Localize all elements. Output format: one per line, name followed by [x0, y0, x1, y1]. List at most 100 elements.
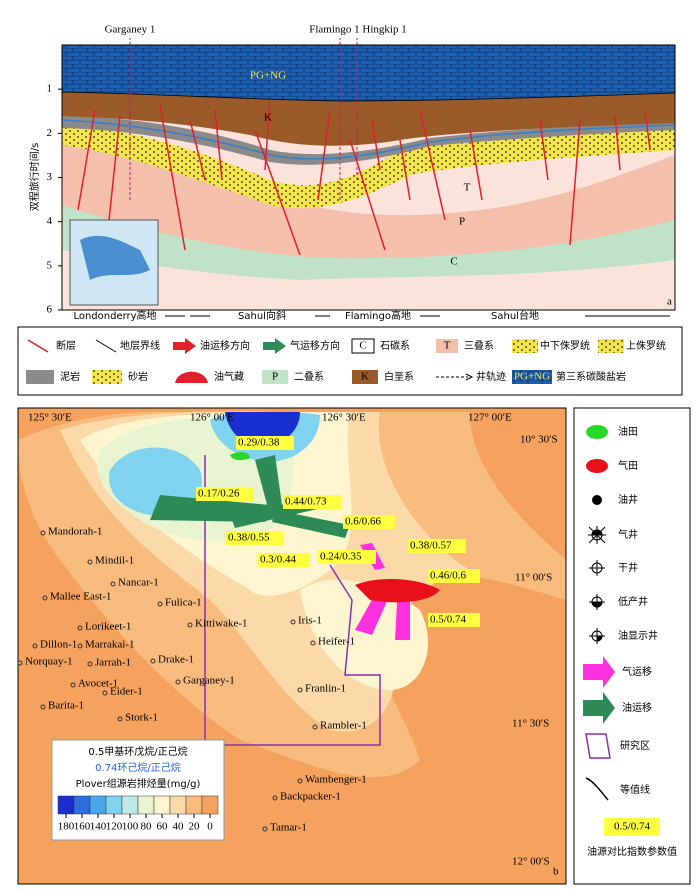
ratio-bg [318, 550, 376, 564]
well-label: Jarrah-1 [95, 657, 131, 669]
colorbar-tick-label: 100 [122, 821, 139, 833]
well-marker [175, 679, 181, 685]
section-legend: 断层 地层界线 油运移方向 气运移方向 C 石碳系 T 三叠系 中下侏罗统 上侏… [17, 326, 683, 396]
well-marker [187, 622, 193, 628]
layer-label: K [264, 112, 272, 124]
ratio-label: 0.24/0.35 [320, 551, 362, 563]
legend-symbol [512, 370, 552, 384]
legend-symbol-text: C [359, 340, 366, 352]
colorbar-cell [121, 795, 139, 815]
colorbar-line: 0.74环己烷/正己烷 [95, 761, 181, 774]
legend-label: 研究区 [620, 739, 650, 752]
inset-sea [80, 235, 150, 280]
colorbar-tick-label: 80 [141, 821, 153, 833]
y-tick-label: 6 [47, 304, 53, 316]
t-layer [62, 140, 675, 259]
well-marker [272, 795, 278, 801]
legend-label: 油源对比指数参数值 [587, 845, 677, 858]
legend-label: 油显示井 [618, 629, 658, 642]
well-label: Rambler-1 [320, 720, 367, 732]
legend-symbol [589, 628, 605, 644]
well-marker [102, 690, 108, 696]
well-label: Norquay-1 [25, 656, 73, 668]
legend-label: 油井 [618, 493, 638, 506]
map-legend: 油田 气田 油井 气井 干井 低产井 油显示井 气运移 油运移 研究区 等值线 … [573, 407, 691, 885]
legend-symbol [175, 371, 208, 383]
legend-symbol [95, 339, 117, 353]
colorbar-tick-label: 60 [157, 821, 169, 833]
ratio-label: 0.46/0.6 [430, 570, 467, 582]
legend-symbol [262, 370, 288, 384]
legend-label: 断层 [56, 339, 76, 352]
legend-label: 第三系碳酸盐岩 [556, 370, 626, 383]
ratio-bg [196, 487, 254, 501]
well-label: Franlin-1 [305, 683, 346, 695]
legend-symbol [583, 656, 615, 688]
legend-label: 油运移 [622, 701, 652, 714]
well-label: Nancar-1 [118, 577, 159, 589]
colorbar-cell [169, 795, 187, 815]
well-label: Drake-1 [158, 654, 194, 666]
well-label: Backpacker-1 [280, 791, 341, 803]
well-label: Wambenger-1 [305, 774, 367, 786]
ratio-label: 0.3/0.44 [260, 554, 297, 566]
well-label: Garganey-1 [183, 675, 235, 687]
colorbar-tick-label: 180 [58, 821, 75, 833]
well-label: Flamingo 1 Hingkip 1 [309, 24, 406, 36]
well-label: Lorikeet-1 [85, 621, 131, 633]
legend-symbol [586, 425, 608, 439]
layer-label: C [450, 256, 457, 268]
legend-symbol [589, 560, 605, 576]
legend-label: 干井 [618, 561, 638, 574]
region-label: Sahul向斜 [238, 309, 286, 322]
y-tick-label: 4 [47, 215, 53, 227]
well-marker [310, 640, 316, 646]
legend-label: 石碳系 [380, 339, 410, 352]
legend-symbol [352, 370, 378, 384]
legend-symbol [585, 777, 609, 801]
layer-label: PG+NG [250, 70, 286, 82]
legend-label: 三叠系 [464, 340, 494, 352]
longitude-label: 125° 30′E [28, 412, 72, 424]
well-marker [70, 682, 76, 688]
legend-symbol [592, 495, 602, 505]
legend-label: 等值线 [620, 783, 650, 796]
colorbar-box [51, 739, 225, 841]
well-label: Dillon-1 [40, 639, 77, 651]
ratio-bg [428, 613, 480, 627]
legend-label: 白垩系 [384, 370, 414, 383]
well-label: Mallee East-1 [50, 591, 111, 603]
legend-symbol [26, 370, 54, 384]
well-marker [77, 643, 83, 649]
legend-symbol [27, 339, 49, 353]
well-marker [150, 658, 156, 664]
well-label: Kittiwake-1 [195, 618, 248, 630]
contour-fill [300, 579, 429, 690]
region-label: Londonderry高地 [73, 309, 156, 322]
legend-label: 油田 [618, 425, 638, 438]
well-track [339, 38, 358, 200]
y-tick-label: 2 [47, 127, 53, 139]
y-axis-title: 双程旅行时间/s [28, 143, 41, 212]
well-marker [110, 581, 116, 587]
legend-label: 气井 [618, 528, 638, 541]
legend-label: 油运移方向 [200, 339, 250, 352]
legend-label: 井轨迹 [476, 370, 506, 383]
longitude-label: 126° 30′E [322, 412, 366, 424]
ratio-label: 0.17/0.26 [198, 488, 240, 500]
legend-label: 低产井 [618, 595, 648, 608]
ratio-bg [258, 553, 310, 567]
k-layer [62, 90, 675, 146]
latitude-label: 11° 00′S [515, 572, 552, 584]
map-panel: 125° 30′E 126° 00′E 126° 30′E 127° 00′E 10° … [17, 407, 567, 885]
latitude-label: 11° 30′S [512, 718, 549, 730]
legend-symbol [588, 526, 606, 544]
ratio-label: 0.38/0.57 [410, 540, 452, 552]
legend-label: 油气藏 [214, 370, 244, 383]
legend-label: 泥岩 [60, 370, 80, 383]
well-label: Stork-1 [125, 712, 158, 724]
y-tick-label: 1 [47, 83, 53, 95]
well-marker [290, 619, 296, 625]
latitude-label: 12° 00′S [512, 856, 550, 868]
